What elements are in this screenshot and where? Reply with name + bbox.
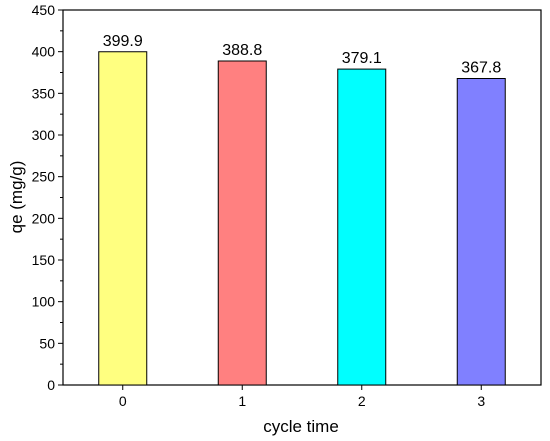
y-tick-label-50: 50 [39,335,55,351]
x-tick-label-2: 2 [358,393,366,409]
x-tick-label-3: 3 [477,393,485,409]
data-label-0: 399.9 [103,33,143,50]
data-label-3: 367.8 [461,60,501,77]
y-tick-label-150: 150 [32,252,56,268]
bars-group [98,51,506,386]
y-tick-label-200: 200 [32,210,56,226]
data-label-1: 388.8 [222,42,262,59]
y-tick-label-300: 300 [32,127,56,143]
x-tick-label-1: 1 [238,393,246,409]
data-label-2: 379.1 [342,50,382,67]
y-tick-label-0: 0 [47,377,55,393]
labels-group: 399.9 0 388.8 1 379.1 2 367.8 3 0 50 100 150 200 250 3… [32,2,502,409]
bar-0 [98,51,148,386]
axes-group [58,9,482,390]
bar-3 [456,78,506,386]
y-tick-label-400: 400 [32,44,56,60]
y-tick-label-450: 450 [32,2,56,18]
x-axis-title: cycle time [263,417,339,436]
bar-2 [337,68,387,386]
x-tick-label-0: 0 [119,393,127,409]
y-tick-label-100: 100 [32,294,56,310]
y-tick-label-350: 350 [32,85,56,101]
y-tick-label-250: 250 [32,169,56,185]
y-axis-title: qe (mg/g) [7,161,26,234]
bar-1 [217,60,267,386]
